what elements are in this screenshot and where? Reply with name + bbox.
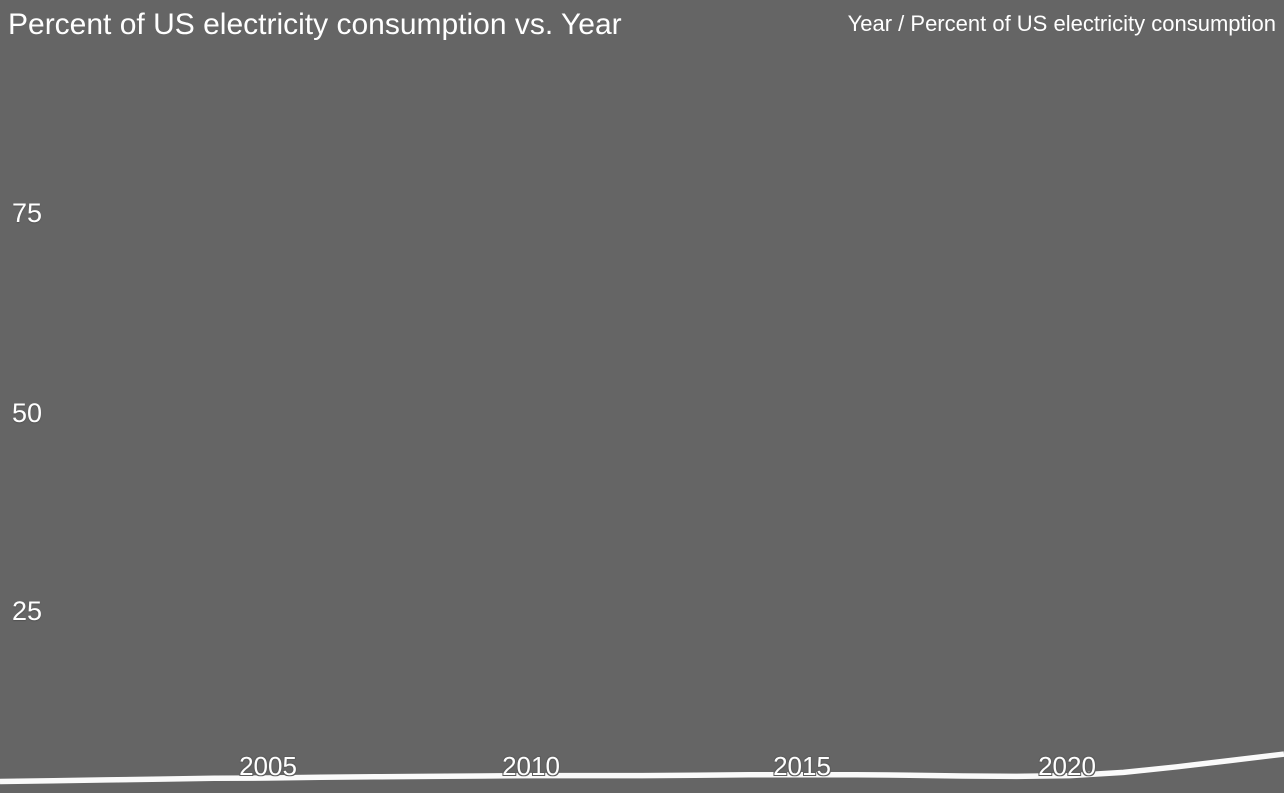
x-axis-tick-2015: 2015 xyxy=(773,751,831,781)
x-axis-tick-2005: 2005 xyxy=(239,751,297,781)
y-axis-tick-25: 25 xyxy=(12,596,43,626)
y-axis-tick-50: 50 xyxy=(12,398,43,428)
x-axis-tick-2010: 2010 xyxy=(502,751,560,781)
x-axis-tick-2020: 2020 xyxy=(1038,751,1096,781)
y-axis-tick-75: 75 xyxy=(12,198,43,228)
chart-legend: Year / Percent of US electricity consump… xyxy=(847,11,1276,36)
consumption-line xyxy=(0,751,1284,785)
chart-title: Percent of US electricity consumption vs… xyxy=(8,8,622,41)
